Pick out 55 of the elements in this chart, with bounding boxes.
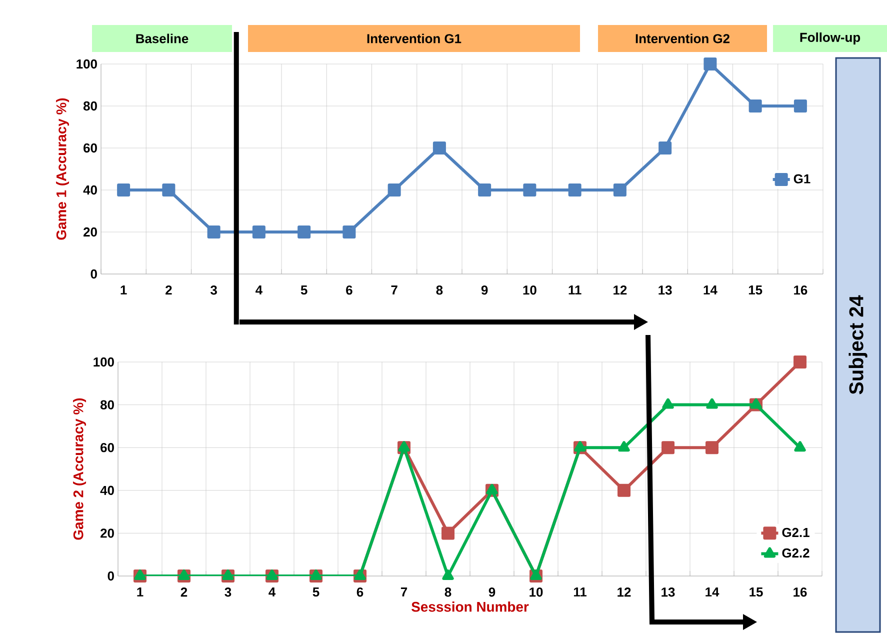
x-tick-label: 9: [488, 588, 496, 597]
y-tick-label: 40: [100, 486, 114, 495]
x-tick-label: 16: [794, 588, 807, 597]
y-tick-label: 0: [108, 571, 114, 581]
text: Intervention G1: [367, 34, 462, 44]
x-tick-label: 5: [300, 286, 308, 295]
x-tick-label: 11: [568, 286, 582, 294]
x-tick-label: 1: [120, 286, 127, 294]
x-tick-label: 1: [137, 588, 144, 596]
x-tick-label: 2: [166, 286, 172, 295]
y-tick-label: 100: [94, 357, 114, 367]
x-tick-label: 7: [400, 588, 408, 596]
x-tick-label: 12: [618, 588, 631, 597]
legend-label: G2.2: [782, 548, 810, 558]
y-tick-label: 60: [84, 143, 97, 153]
y-tick-label: 20: [84, 227, 97, 237]
x-tick-label: 6: [346, 286, 352, 295]
x-tick-label: 12: [614, 286, 627, 295]
x-tick-label: 8: [436, 286, 443, 295]
x-tick-label: 8: [444, 588, 452, 597]
x-tick-label: 15: [748, 286, 762, 295]
x-tick-label: 10: [523, 286, 536, 295]
x-tick-label: 5: [312, 588, 320, 597]
x-tick-label: 14: [704, 286, 718, 294]
x-tick-label: 11: [574, 588, 586, 596]
x-tick-label: 6: [356, 588, 364, 597]
x-tick-label: 13: [658, 286, 672, 295]
x-tick-label: 4: [256, 286, 262, 294]
x-axis-title: Sesssion Number: [412, 602, 529, 612]
x-tick-label: 7: [391, 286, 398, 294]
y-tick-label: 80: [83, 101, 97, 111]
x-tick-label: 9: [481, 286, 488, 295]
text: Baseline: [136, 34, 188, 44]
x-tick-label: 3: [224, 588, 232, 597]
legend-label: G1: [794, 174, 810, 184]
y-tick-label: 60: [100, 443, 114, 452]
x-tick-label: 10: [530, 588, 543, 597]
x-tick-label: 13: [662, 588, 675, 597]
y-axis-title: Game 2 (Accuracy %): [73, 398, 86, 540]
legend-label: G2.1: [782, 528, 810, 538]
y-tick-label: 80: [100, 400, 114, 410]
y-axis-title: Game 1 (Accuracy %): [56, 98, 70, 240]
x-tick-label: 14: [706, 588, 720, 596]
text: Follow-up: [800, 32, 860, 45]
y-tick-label: 40: [83, 185, 97, 195]
x-tick-label: 3: [210, 286, 217, 295]
text: Subject 24: [848, 295, 868, 394]
y-tick-label: 0: [90, 269, 97, 279]
x-tick-label: 15: [750, 588, 763, 597]
text: Intervention G2: [636, 34, 730, 44]
x-tick-label: 4: [268, 588, 276, 596]
x-tick-label: 2: [180, 588, 188, 597]
y-tick-label: 20: [100, 528, 114, 538]
y-tick-label: 100: [76, 59, 97, 69]
x-tick-label: 16: [794, 286, 808, 295]
